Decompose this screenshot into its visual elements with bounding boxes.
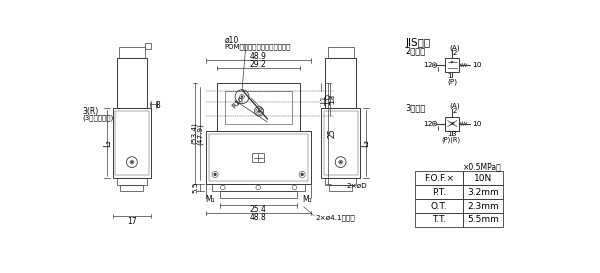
Text: 5.5: 5.5 bbox=[193, 182, 199, 193]
Text: (A): (A) bbox=[449, 44, 460, 51]
Bar bbox=[323, 111, 358, 175]
Text: 3(R): 3(R) bbox=[83, 107, 99, 116]
Text: (A): (A) bbox=[449, 103, 460, 109]
Bar bbox=[252, 153, 265, 162]
Text: JIS記号: JIS記号 bbox=[405, 38, 430, 48]
Text: P.T.: P.T. bbox=[327, 95, 333, 106]
Text: P.T.: P.T. bbox=[432, 188, 446, 197]
Bar bbox=[115, 111, 149, 175]
Text: M₁: M₁ bbox=[302, 195, 313, 204]
Bar bbox=[415, 171, 463, 185]
Text: 2×øD: 2×øD bbox=[346, 183, 367, 189]
Text: 29.2: 29.2 bbox=[250, 60, 266, 69]
Bar bbox=[325, 177, 356, 185]
Text: 5.5mm: 5.5mm bbox=[467, 215, 499, 224]
Text: 25.4: 25.4 bbox=[250, 205, 266, 214]
Bar bbox=[121, 185, 143, 191]
Bar bbox=[445, 58, 459, 72]
Text: 10N: 10N bbox=[474, 174, 492, 183]
Bar bbox=[116, 177, 148, 185]
Text: 10: 10 bbox=[472, 121, 482, 127]
Text: 12: 12 bbox=[424, 62, 433, 68]
Circle shape bbox=[434, 64, 435, 66]
Text: (3ポートのみ): (3ポートのみ) bbox=[83, 114, 114, 121]
Text: (47.9): (47.9) bbox=[197, 123, 204, 145]
Text: 48.9: 48.9 bbox=[250, 52, 266, 61]
Bar bbox=[415, 213, 463, 227]
Text: M₁: M₁ bbox=[205, 195, 215, 204]
Bar bbox=[116, 58, 148, 108]
Text: 25: 25 bbox=[328, 128, 337, 138]
Text: 3: 3 bbox=[452, 131, 456, 137]
Text: 3ポート: 3ポート bbox=[405, 104, 425, 113]
Bar bbox=[145, 43, 151, 49]
Text: 3.2mm: 3.2mm bbox=[467, 188, 499, 197]
Text: 10: 10 bbox=[472, 62, 482, 68]
Text: (P): (P) bbox=[447, 78, 457, 85]
Bar bbox=[212, 184, 305, 191]
Bar bbox=[217, 83, 300, 131]
Bar bbox=[445, 117, 459, 130]
Text: 17: 17 bbox=[127, 217, 137, 226]
Text: ø10: ø10 bbox=[224, 36, 239, 45]
Bar bbox=[119, 47, 145, 58]
Circle shape bbox=[434, 123, 435, 124]
Text: O.T.: O.T. bbox=[431, 201, 448, 210]
Bar bbox=[463, 171, 503, 185]
Bar bbox=[415, 185, 463, 199]
Text: F.O.F.×: F.O.F.× bbox=[424, 174, 454, 183]
Text: ×0.5MPa時: ×0.5MPa時 bbox=[463, 162, 502, 171]
Bar bbox=[220, 191, 298, 198]
Text: T.T.: T.T. bbox=[432, 215, 446, 224]
Circle shape bbox=[340, 161, 341, 163]
Text: 1: 1 bbox=[447, 131, 451, 137]
Text: R16: R16 bbox=[231, 95, 245, 109]
Text: 2×ø4.1取付穴: 2×ø4.1取付穴 bbox=[315, 214, 355, 221]
Bar bbox=[225, 91, 292, 124]
Bar bbox=[329, 185, 352, 191]
Bar bbox=[325, 58, 356, 108]
Circle shape bbox=[259, 111, 260, 112]
Text: 1: 1 bbox=[448, 73, 452, 79]
Text: (P)(R): (P)(R) bbox=[441, 136, 460, 143]
Text: POMローラまたは确化鉰ローラ: POMローラまたは确化鉰ローラ bbox=[224, 43, 291, 50]
Bar bbox=[206, 131, 311, 184]
Text: L₃: L₃ bbox=[362, 139, 371, 147]
Text: 8: 8 bbox=[156, 101, 160, 110]
Circle shape bbox=[301, 173, 303, 176]
Bar bbox=[463, 213, 503, 227]
Text: 2: 2 bbox=[452, 50, 457, 56]
Text: T.T.: T.T. bbox=[317, 95, 323, 106]
Circle shape bbox=[131, 161, 133, 163]
Text: (53.4): (53.4) bbox=[191, 122, 197, 144]
Text: 48.8: 48.8 bbox=[250, 213, 266, 222]
Bar bbox=[328, 47, 354, 58]
Circle shape bbox=[241, 96, 243, 97]
Text: L₂: L₂ bbox=[103, 139, 112, 147]
Bar bbox=[463, 185, 503, 199]
Bar bbox=[463, 199, 503, 213]
Bar bbox=[415, 199, 463, 213]
Text: 2: 2 bbox=[452, 108, 457, 114]
Text: 12: 12 bbox=[424, 121, 433, 127]
Bar bbox=[113, 108, 151, 177]
Bar bbox=[322, 108, 360, 177]
Text: 2.3mm: 2.3mm bbox=[467, 201, 499, 210]
Text: O.T.: O.T. bbox=[322, 94, 328, 107]
Circle shape bbox=[214, 173, 216, 176]
Bar bbox=[209, 134, 308, 181]
Text: 2ポート: 2ポート bbox=[405, 47, 425, 56]
